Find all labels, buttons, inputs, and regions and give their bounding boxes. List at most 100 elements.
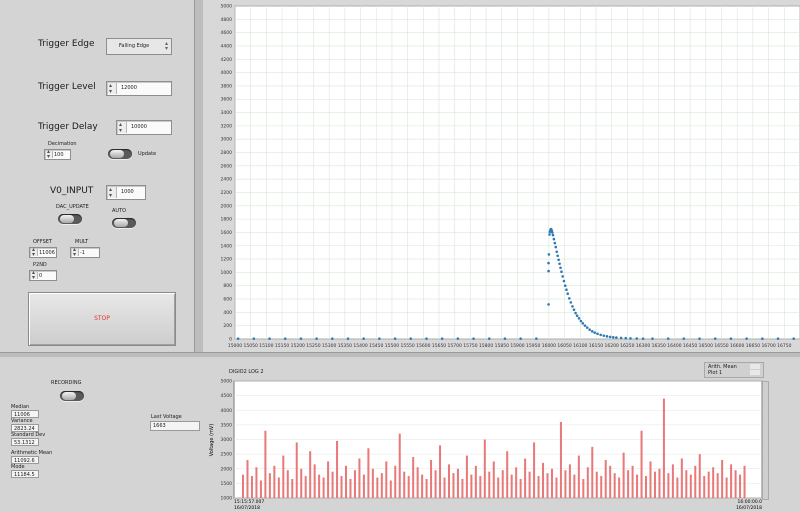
x-tick-label: 15500 [385, 343, 399, 349]
decimation-input[interactable]: 100 [44, 147, 71, 162]
p2nd-spinner-icon[interactable] [31, 268, 38, 283]
y-tick-label: 1500 [221, 481, 233, 487]
p2nd-value: 0 [39, 273, 43, 279]
scatter-point [593, 331, 597, 334]
log-bar [721, 459, 724, 498]
log-chart[interactable]: Voltage (mV) 1000 1500 2000 2500 3000 3500 400… [205, 376, 800, 512]
log-bar [398, 433, 401, 498]
recording-toggle[interactable] [60, 391, 84, 401]
offset-label: OFFSET [33, 239, 52, 245]
scatter-point [393, 337, 397, 340]
x-tick-label: 16700 [761, 343, 775, 349]
log-bar [631, 465, 634, 498]
v0-input-spinner-icon[interactable] [108, 183, 117, 202]
y-tick-label: 3000 [221, 437, 233, 443]
log-bar [564, 470, 567, 498]
log-chart-legend[interactable]: Arith. Mean Plot 1 [704, 362, 764, 378]
median-label: Median [11, 404, 30, 410]
scatter-point [555, 250, 559, 254]
scatter-point [547, 303, 550, 306]
log-bar [277, 477, 280, 498]
log-bar [555, 477, 558, 498]
y-tick-label: 2200 [221, 190, 233, 196]
x-tick-label: 15850 [495, 343, 509, 349]
variance-label: Variance [11, 418, 33, 424]
scatter-point [548, 230, 552, 234]
log-bar [474, 465, 477, 498]
legend-swatch-plot-1[interactable] [750, 370, 760, 375]
trigger-delay-input[interactable]: 10000 [116, 118, 172, 137]
update-toggle[interactable] [108, 149, 132, 159]
trigger-level-spinner-icon[interactable] [108, 79, 117, 98]
log-bar [255, 467, 258, 498]
scatter-point [579, 319, 583, 323]
legend-item-arith-mean: Arith. Mean [708, 364, 737, 370]
log-bar [573, 474, 576, 498]
waveform-scatter-series [236, 227, 796, 340]
log-bar [336, 440, 339, 498]
last-voltage-value: 1663 [150, 421, 200, 431]
x-tick-label: 15950 [526, 343, 540, 349]
log-bar [268, 473, 271, 498]
log-bar [362, 474, 365, 498]
p2nd-input[interactable]: 0 [29, 268, 57, 283]
y-tick-label: 4200 [221, 57, 233, 63]
log-bar [586, 467, 589, 498]
x-tick-label: 16150 [589, 343, 603, 349]
log-bar [730, 464, 733, 498]
offset-spinner-icon[interactable] [31, 245, 38, 260]
y-tick-label: 1800 [221, 217, 233, 223]
y-tick-label: 0 [229, 337, 232, 343]
scatter-point [572, 308, 576, 311]
scatter-point [559, 266, 562, 270]
y-tick-label: 4400 [221, 43, 233, 49]
trigger-level-input[interactable]: 12000 [106, 79, 172, 98]
scatter-point [378, 337, 381, 340]
dac-update-toggle[interactable] [58, 214, 82, 224]
scatter-point [236, 337, 240, 340]
log-chart-scrollbar[interactable] [762, 381, 769, 500]
log-bar [389, 480, 392, 498]
standard-dev-label: Standard Dev [11, 432, 46, 438]
horizontal-splitter[interactable] [0, 352, 800, 357]
trigger-edge-select[interactable]: Falling Edge ▴ ▾ [106, 38, 172, 55]
log-bar [465, 455, 468, 498]
log-bar [349, 478, 352, 498]
scatter-point [611, 335, 615, 339]
x-tick-label: 16400 [667, 343, 681, 349]
log-bar [273, 465, 276, 498]
log-bar [582, 478, 585, 498]
log-bar [340, 476, 343, 498]
auto-toggle[interactable] [112, 218, 136, 228]
log-bar [394, 465, 397, 498]
legend-swatch-arith-mean[interactable] [750, 364, 760, 369]
log-bar [685, 470, 688, 498]
scatter-point [602, 334, 606, 337]
log-bar [609, 465, 612, 498]
scatter-point [268, 337, 271, 340]
mult-input[interactable]: -1 [70, 245, 100, 260]
log-bar [689, 474, 692, 498]
update-label: Update [138, 151, 157, 157]
log-bar [492, 461, 495, 498]
scatter-point [551, 233, 555, 237]
scatter-point [519, 337, 522, 340]
trigger-delay-spinner-icon[interactable] [118, 118, 127, 137]
scatter-point [456, 337, 460, 340]
decimation-label: Decimation [48, 141, 77, 147]
log-x-end-time: 16:00:00.0 [737, 499, 762, 505]
log-bar [286, 470, 289, 498]
offset-input[interactable]: 11006 [29, 245, 57, 260]
v0-input-field[interactable]: 1000 [106, 183, 146, 202]
mult-spinner-icon[interactable] [72, 245, 79, 260]
waveform-graph[interactable]: 0 200 400 600 800 1000 1200 1400 1600 1800 2000 220… [203, 0, 800, 352]
stop-button[interactable]: STOP [28, 292, 176, 346]
log-bar [479, 476, 482, 498]
x-tick-label: 16350 [652, 343, 666, 349]
mode-label: Mode [11, 464, 25, 470]
log-bar [707, 471, 710, 498]
log-bar [367, 448, 370, 498]
scatter-point [425, 337, 428, 340]
log-bar [456, 468, 459, 498]
decimation-spinner-icon[interactable] [46, 147, 53, 162]
